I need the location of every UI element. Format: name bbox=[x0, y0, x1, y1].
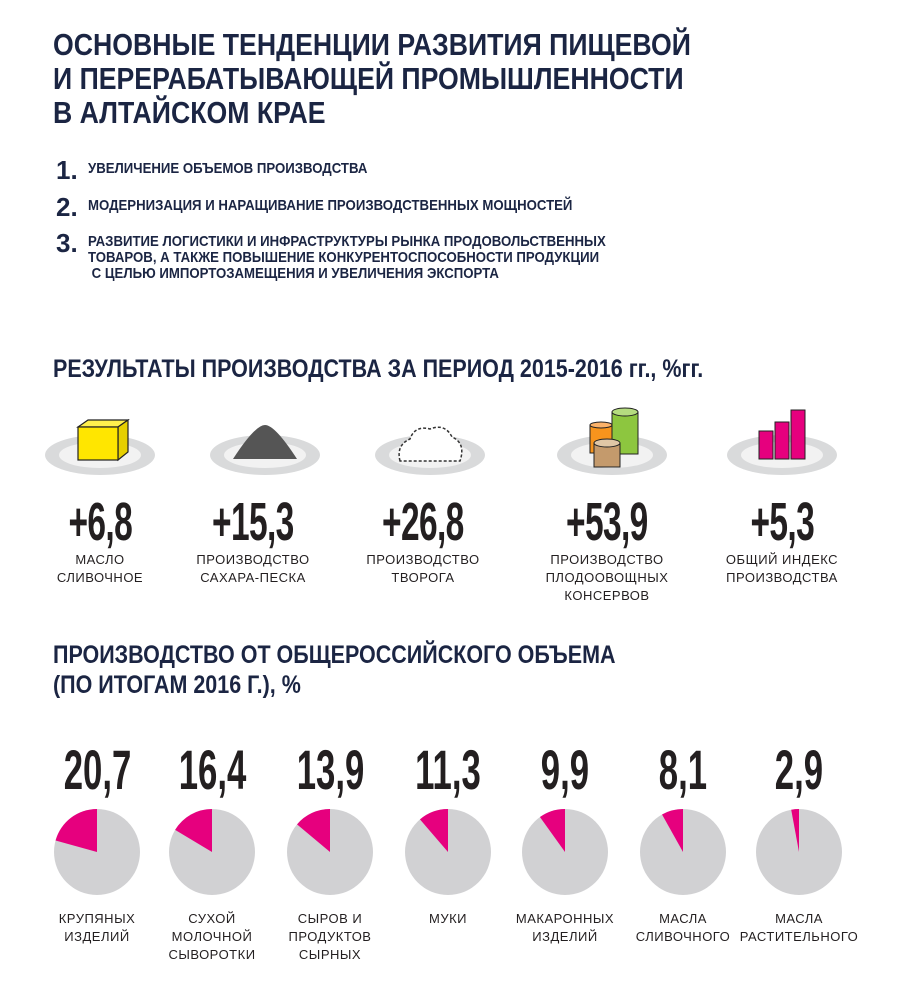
page-title: ОСНОВНЫЕ ТЕНДЕНЦИИ РАЗВИТИЯ ПИЩЕВОЙ И ПЕ… bbox=[53, 28, 795, 130]
pie-item: 9,9 МАКАРОННЫХ ИЗДЕЛИЙ bbox=[505, 742, 625, 946]
sugar-icon bbox=[210, 425, 320, 475]
pie-value: 13,9 bbox=[296, 738, 364, 801]
trend-item: 3. РАЗВИТИЕ ЛОГИСТИКИ И ИНФРАСТРУКТУРЫ РЫ… bbox=[56, 228, 676, 282]
trend-item: 2. МОДЕРНИЗАЦИЯ И НАРАЩИВАНИЕ ПРОИЗВОДСТВ… bbox=[56, 192, 638, 223]
pie-chart bbox=[640, 809, 726, 895]
pie-slice bbox=[55, 809, 97, 852]
stat-label: МАСЛО СЛИВОЧНОЕ bbox=[56, 552, 144, 585]
stat-item: +6,8 МАСЛО СЛИВОЧНОЕ bbox=[15, 495, 185, 587]
pie-value: 16,4 bbox=[178, 738, 246, 801]
pie-label: МАКАРОННЫХ ИЗДЕЛИЙ bbox=[515, 911, 615, 944]
stat-value: +5,3 bbox=[750, 492, 814, 552]
trend-text: МОДЕРНИЗАЦИЯ И НАРАЩИВАНИЕ ПРОИЗВОДСТВЕН… bbox=[88, 197, 573, 214]
stat-item: +26,8 ПРОИЗВОДСТВО ТВОРОГА bbox=[338, 495, 508, 587]
pie-label: СЫРОВ И ПРОДУКТОВ СЫРНЫХ bbox=[288, 911, 372, 962]
trend-item: 1. УВЕЛИЧЕНИЕ ОБЪЕМОВ ПРОИЗВОДСТВА bbox=[56, 155, 405, 186]
pie-value: 2,9 bbox=[774, 738, 824, 801]
stat-label: ПРОИЗВОДСТВО ПЛОДООВОЩНЫХ КОНСЕРВОВ bbox=[545, 552, 669, 603]
pie-value: 11,3 bbox=[415, 738, 481, 801]
pie-chart bbox=[54, 809, 140, 895]
stat-label: ПРОИЗВОДСТВО ТВОРОГА bbox=[366, 552, 480, 585]
pie-label: МУКИ bbox=[428, 911, 467, 926]
pie-slice bbox=[419, 809, 448, 852]
title-line: В АЛТАЙСКОМ КРАЕ bbox=[53, 95, 326, 130]
pie-chart bbox=[522, 809, 608, 895]
pie-label: МАСЛА СЛИВОЧНОГО bbox=[635, 911, 731, 944]
pie-item: 16,4 СУХОЙ МОЛОЧНОЙ СЫВОРОТКИ bbox=[152, 742, 272, 964]
pie-label: СУХОЙ МОЛОЧНОЙ СЫВОРОТКИ bbox=[168, 911, 256, 962]
stat-item: +15,3 ПРОИЗВОДСТВО САХАРА-ПЕСКА bbox=[168, 495, 338, 587]
pie-label: КРУПЯНЫХ ИЗДЕЛИЙ bbox=[58, 911, 136, 944]
stat-value: +26,8 bbox=[382, 492, 464, 552]
bar-chart-icon bbox=[727, 409, 837, 475]
pie-item: 2,9 МАСЛА РАСТИТЕЛЬНОГО bbox=[739, 742, 859, 946]
stat-value: +15,3 bbox=[212, 492, 294, 552]
pie-item: 11,3 МУКИ bbox=[388, 742, 508, 928]
trend-text: УВЕЛИЧЕНИЕ ОБЪЕМОВ ПРОИЗВОДСТВА bbox=[88, 160, 368, 177]
product-icons bbox=[45, 407, 837, 475]
pie-item: 8,1 МАСЛА СЛИВОЧНОГО bbox=[623, 742, 743, 946]
pie-slice bbox=[791, 809, 799, 852]
pie-chart bbox=[756, 809, 842, 895]
pie-item: 13,9 СЫРОВ И ПРОДУКТОВ СЫРНЫХ bbox=[270, 742, 390, 964]
trend-number: 3. bbox=[56, 228, 78, 258]
butter-icon bbox=[45, 418, 155, 475]
trend-number: 2. bbox=[56, 192, 78, 222]
section-title-share: ПРОИЗВОДСТВО ОТ ОБЩЕРОССИЙСКОГО ОБЪЕМА (… bbox=[53, 641, 616, 699]
pie-label: МАСЛА РАСТИТЕЛЬНОГО bbox=[739, 911, 859, 944]
pie-value: 20,7 bbox=[63, 738, 131, 801]
pie-value: 8,1 bbox=[658, 738, 708, 801]
pie-value: 9,9 bbox=[540, 738, 590, 801]
pie-item: 20,7 КРУПЯНЫХ ИЗДЕЛИЙ bbox=[37, 742, 157, 946]
trend-text: РАЗВИТИЕ ЛОГИСТИКИ И ИНФРАСТРУКТУРЫ РЫНК… bbox=[88, 233, 606, 282]
cans-icon bbox=[557, 407, 667, 475]
cottage-cheese-icon bbox=[375, 426, 485, 475]
pie-slice bbox=[662, 809, 683, 852]
pie-chart bbox=[287, 809, 373, 895]
section-title-results: РЕЗУЛЬТАТЫ ПРОИЗВОДСТВА ЗА ПЕРИОД 2015-2… bbox=[53, 355, 704, 383]
trend-number: 1. bbox=[56, 155, 78, 185]
pie-slice bbox=[539, 809, 565, 852]
stat-label: ПРОИЗВОДСТВО САХАРА-ПЕСКА bbox=[196, 552, 310, 585]
title-line: ОСНОВНЫЕ ТЕНДЕНЦИИ РАЗВИТИЯ ПИЩЕВОЙ bbox=[53, 27, 691, 62]
stat-label: ОБЩИЙ ИНДЕКС ПРОИЗВОДСТВА bbox=[725, 552, 839, 585]
pie-chart bbox=[405, 809, 491, 895]
pie-slice bbox=[297, 809, 330, 852]
stat-item: +5,3 ОБЩИЙ ИНДЕКС ПРОИЗВОДСТВА bbox=[697, 495, 867, 587]
stat-value: +53,9 bbox=[566, 492, 648, 552]
stat-value: +6,8 bbox=[68, 492, 132, 552]
stat-item: +53,9 ПРОИЗВОДСТВО ПЛОДООВОЩНЫХ КОНСЕРВОВ bbox=[522, 495, 692, 605]
pie-chart bbox=[169, 809, 255, 895]
title-line: И ПЕРЕРАБАТЫВАЮЩЕЙ ПРОМЫШЛЕННОСТИ bbox=[53, 61, 684, 96]
pie-slice bbox=[175, 809, 212, 852]
